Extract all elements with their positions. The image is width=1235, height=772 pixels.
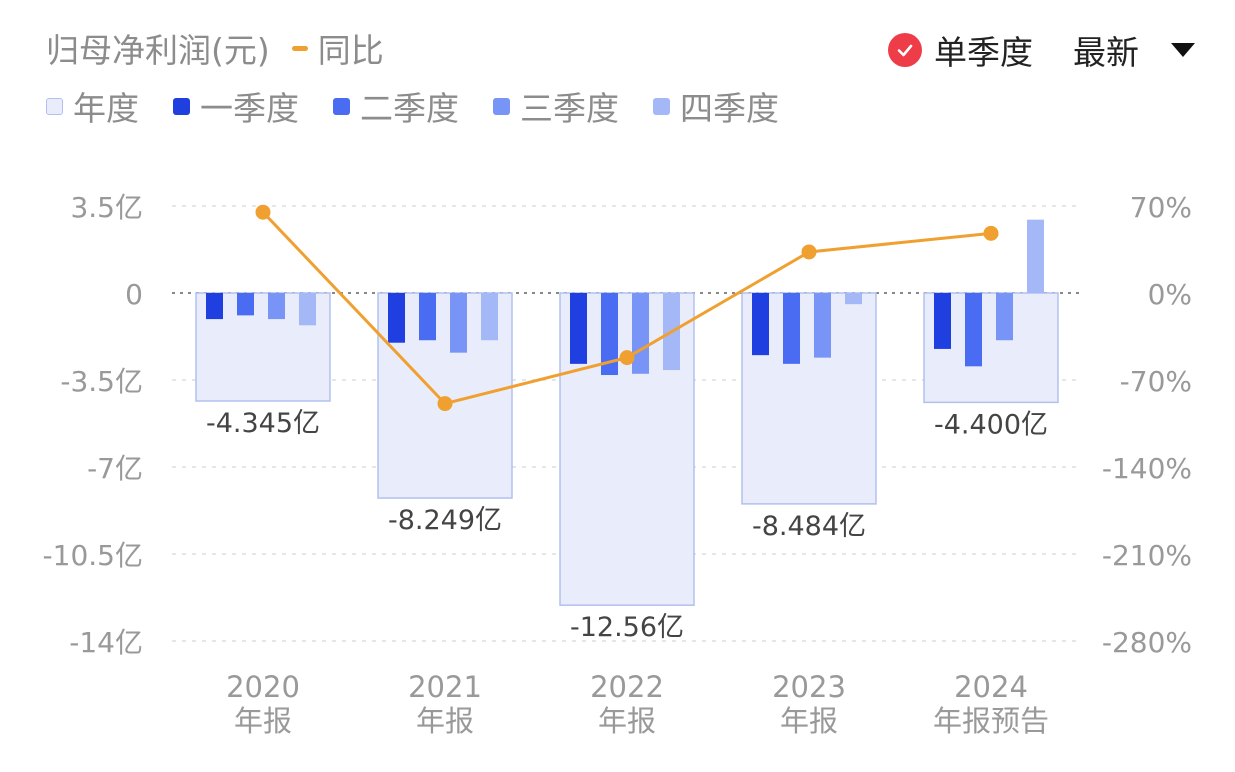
x-tick-label: 2020: [226, 670, 300, 704]
y-tick-label: 0: [125, 278, 143, 311]
caret-down-icon: [1171, 43, 1195, 57]
legend-label-q2: 二季度: [360, 89, 459, 128]
yoy-point: [801, 244, 817, 260]
legend-item-annual[interactable]: 年度: [46, 82, 139, 130]
x-tick-label-sub: 年报: [234, 704, 292, 738]
quarter-bar: [752, 293, 769, 356]
y2-tick-label: -140%: [1102, 452, 1192, 485]
yoy-legend-label: 同比: [317, 31, 384, 70]
yoy-point: [437, 396, 453, 412]
quarter-bar: [601, 293, 618, 376]
y-tick-label: 3.5亿: [70, 191, 143, 224]
check-icon[interactable]: [888, 33, 922, 67]
x-tick-label-sub: 年报: [780, 704, 838, 738]
y-tick-label: -7亿: [87, 452, 143, 485]
latest-dropdown[interactable]: 最新: [1073, 26, 1195, 74]
annual-data-label: -4.345亿: [206, 408, 320, 439]
quarter-bar: [419, 293, 436, 341]
legend-label-annual: 年度: [73, 89, 139, 128]
legend-label-q3: 三季度: [520, 89, 619, 128]
annual-data-label: -8.484亿: [752, 511, 866, 542]
yoy-point: [983, 225, 999, 241]
yoy-point: [619, 350, 635, 366]
quarter-bar: [481, 293, 498, 341]
quarter-bar: [1027, 219, 1044, 293]
quarter-bar: [783, 293, 800, 364]
x-tick-label: 2021: [408, 670, 482, 704]
x-tick-label-sub: 年报: [416, 704, 474, 738]
y2-tick-label: -70%: [1120, 365, 1192, 398]
quarter-bar: [388, 293, 405, 343]
yoy-point: [255, 204, 271, 220]
quarter-bar: [237, 293, 254, 316]
y-tick-label: -14亿: [69, 626, 143, 659]
legend-swatch-q2: [333, 97, 350, 115]
single-quarter-toggle[interactable]: 单季度: [934, 33, 1033, 72]
quarter-bar: [934, 293, 951, 349]
quarter-bar: [206, 293, 223, 320]
legend-swatch-q3: [493, 97, 510, 115]
quarter-bar: [996, 293, 1013, 341]
x-tick-label-sub: 年报: [598, 704, 656, 738]
quarter-bar: [965, 293, 982, 367]
legend-swatch-q1: [173, 97, 190, 115]
x-tick-label: 2024: [954, 670, 1028, 704]
annual-data-label: -4.400亿: [934, 409, 1048, 440]
chart-controls: 单季度 最新: [888, 26, 1195, 74]
quarter-bar: [299, 293, 316, 326]
legend-swatch-annual: [46, 97, 63, 115]
legend-item-q1[interactable]: 一季度: [173, 82, 299, 130]
annual-data-label: -8.249亿: [388, 505, 502, 536]
quarter-bar: [845, 293, 862, 305]
legend-item-q2[interactable]: 二季度: [333, 82, 459, 130]
yoy-legend-swatch: [291, 45, 308, 51]
y2-tick-label: 70%: [1130, 191, 1192, 224]
legend-swatch-q4: [653, 97, 670, 115]
chart-header: 归母净利润(元) 同比: [46, 24, 384, 72]
legend-label-q4: 四季度: [680, 89, 779, 128]
y2-tick-label: 0%: [1148, 278, 1192, 311]
quarter-bar: [268, 293, 285, 320]
y2-tick-label: -210%: [1102, 539, 1192, 572]
x-tick-label-sub: 年报预告: [933, 704, 1049, 738]
chart-legend: 年度 一季度 二季度 三季度 四季度: [46, 82, 813, 130]
x-tick-label: 2022: [590, 670, 664, 704]
legend-label-q1: 一季度: [200, 89, 299, 128]
y-tick-label: -3.5亿: [60, 365, 143, 398]
chart-title: 归母净利润(元): [46, 31, 270, 70]
quarter-bar: [632, 293, 649, 374]
y-tick-label: -10.5亿: [43, 539, 143, 572]
legend-item-q3[interactable]: 三季度: [493, 82, 619, 130]
y2-tick-label: -280%: [1102, 626, 1192, 659]
x-tick-label: 2023: [772, 670, 846, 704]
quarter-bar: [570, 293, 587, 364]
annual-data-label: -12.56亿: [570, 612, 684, 643]
legend-item-q4[interactable]: 四季度: [653, 82, 779, 130]
quarter-bar: [814, 293, 831, 358]
latest-dropdown-label: 最新: [1073, 33, 1139, 72]
quarter-bar: [450, 293, 467, 353]
